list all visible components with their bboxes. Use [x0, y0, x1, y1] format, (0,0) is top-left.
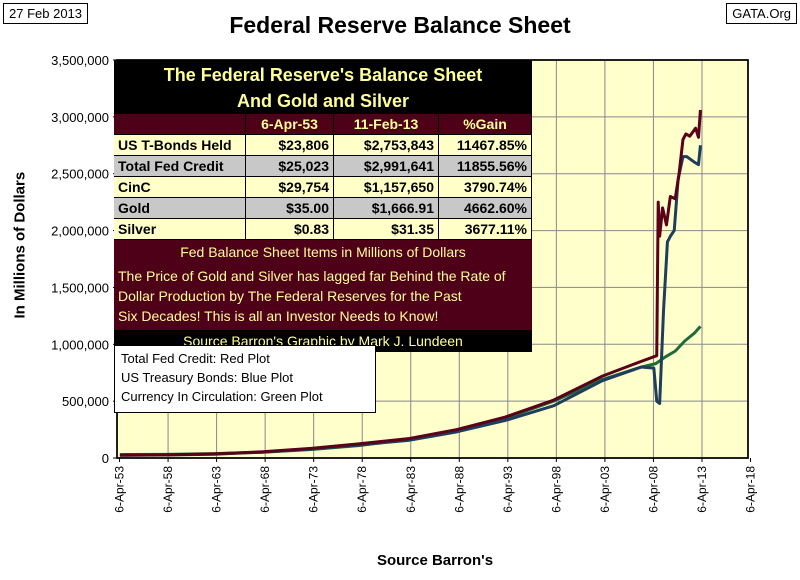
x-tick-label: 6-Apr-83 — [404, 466, 418, 513]
table-cell: $23,806 — [246, 135, 334, 155]
table-cell: $0.83 — [246, 219, 334, 239]
x-tick-label: 6-Apr-78 — [355, 466, 369, 513]
message-line: Dollar Production by The Federal Reserve… — [118, 288, 462, 304]
table-cell: $29,754 — [246, 177, 334, 197]
table-cell: CinC — [114, 177, 246, 197]
table-row: Silver $0.83 $31.35 3677.11% — [114, 219, 532, 240]
y-tick-label: 2,000,000 — [51, 224, 109, 239]
x-tick-label: 6-Apr-08 — [646, 466, 660, 513]
legend-entry-green: Currency In Circulation: Green Plot — [121, 389, 323, 404]
table-title: The Federal Reserve's Balance Sheet — [114, 60, 532, 88]
summary-table: The Federal Reserve's Balance Sheet And … — [114, 60, 532, 352]
table-cell: $2,991,641 — [334, 156, 439, 176]
col-header — [114, 114, 246, 134]
table-cell: $25,023 — [246, 156, 334, 176]
col-header: 11-Feb-13 — [334, 114, 439, 134]
series-line-total-fed-credit — [119, 109, 702, 457]
x-tick-label: 6-Apr-18 — [744, 466, 758, 513]
table-cell: Total Fed Credit — [114, 156, 246, 176]
table-row: US T-Bonds Held $23,806 $2,753,843 11467.85… — [114, 135, 532, 156]
x-tick-label: 6-Apr-68 — [258, 466, 272, 513]
table-cell: 4662.60% — [439, 198, 532, 218]
y-tick-label: 1,000,000 — [51, 337, 109, 352]
x-tick-label: 6-Apr-63 — [210, 466, 224, 513]
table-subtitle: And Gold and Silver — [114, 88, 532, 114]
x-axis-label: Source Barron's — [376, 552, 494, 569]
table-cell: $1,666.91 — [334, 198, 439, 218]
x-tick-label: 6-Apr-58 — [161, 466, 175, 513]
date-label: 27 Feb 2013 — [3, 3, 89, 24]
table-cell: 11467.85% — [439, 135, 532, 155]
source-tag: GATA.Org — [726, 3, 797, 24]
message-line: The Price of Gold and Silver has lagged … — [118, 268, 506, 284]
y-tick-label: 3,000,000 — [51, 110, 109, 125]
legend-entry-red: Total Fed Credit: Red Plot — [121, 351, 270, 366]
legend: Total Fed Credit: Red Plot US Treasury B… — [114, 345, 376, 413]
table-cell: $35.00 — [246, 198, 334, 218]
y-tick-label: 3,500,000 — [51, 53, 109, 68]
y-tick-label: 1,500,000 — [51, 280, 109, 295]
table-cell: Gold — [114, 198, 246, 218]
x-tick-label: 6-Apr-98 — [549, 466, 563, 513]
y-tick-label: 500,000 — [62, 394, 109, 409]
legend-entry-blue: US Treasury Bonds: Blue Plot — [121, 370, 293, 385]
y-tick-label: 0 — [102, 451, 109, 466]
chart-title: Federal Reserve Balance Sheet — [229, 12, 571, 38]
x-tick-label: 6-Apr-03 — [598, 466, 612, 513]
x-tick-label: 6-Apr-88 — [452, 466, 466, 513]
x-tick-label: 6-Apr-93 — [501, 466, 515, 513]
table-cell: $2,753,843 — [334, 135, 439, 155]
x-tick-label: 6-Apr-53 — [113, 466, 127, 513]
table-message: The Price of Gold and Silver has lagged … — [114, 264, 532, 330]
message-line: Six Decades! This is all an Investor Nee… — [118, 308, 439, 324]
table-cell: 3790.74% — [439, 177, 532, 197]
col-header: %Gain — [439, 114, 532, 134]
table-row: CinC $29,754 $1,157,650 3790.74% — [114, 177, 532, 198]
x-tick-label: 6-Apr-13 — [695, 466, 709, 513]
col-header: 6-Apr-53 — [246, 114, 334, 134]
table-cell: Silver — [114, 219, 246, 239]
table-cell: US T-Bonds Held — [114, 135, 246, 155]
table-cell: $31.35 — [334, 219, 439, 239]
table-row: Gold $35.00 $1,666.91 4662.60% — [114, 198, 532, 219]
table-cell: $1,157,650 — [334, 177, 439, 197]
table-header: 6-Apr-53 11-Feb-13 %Gain — [114, 114, 532, 135]
table-note: Fed Balance Sheet Items in Millions of D… — [114, 240, 532, 264]
table-row: Total Fed Credit $25,023 $2,991,641 11855.5… — [114, 156, 532, 177]
y-tick-label: 2,500,000 — [51, 167, 109, 182]
table-cell: 3677.11% — [439, 219, 532, 239]
x-tick-label: 6-Apr-73 — [307, 466, 321, 513]
table-cell: 11855.56% — [439, 156, 532, 176]
